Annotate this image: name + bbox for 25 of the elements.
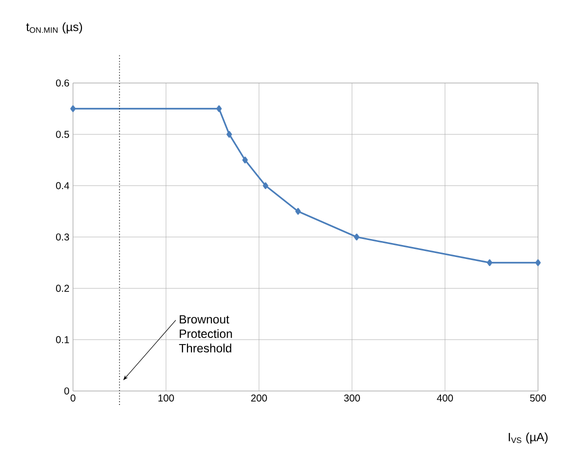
x-axis-title: I$_{VS}$ (µA) [508,432,548,444]
point [354,234,360,240]
y-tick-label: 0.3 [56,233,70,241]
x-tick-label: 300 [344,394,360,402]
x-tick-label: 100 [158,394,174,402]
point [262,182,268,190]
y-tick-label: 0.6 [56,79,70,87]
point [486,259,492,266]
x-tick-label: 400 [436,394,453,402]
point [226,130,232,138]
y-tick-label: 0.4 [56,182,70,190]
y-tick-label: 0.1 [56,336,69,344]
point [535,259,541,266]
ref-line-label: Brownout Protection Threshold [179,315,232,352]
point [242,156,248,164]
point [216,105,222,112]
x-tick-label: 500 [530,394,546,402]
y-tick-label: 0.5 [56,130,70,138]
point [295,208,301,215]
y-tick-label: 0 [64,387,70,395]
y-axis-title: t$_{ON.MIN}$ (µs) [26,22,82,34]
y-tick-label: 0.2 [56,284,69,292]
x-tick-label: 200 [251,394,267,402]
point [70,105,76,112]
x-tick-label: 0 [70,394,76,402]
